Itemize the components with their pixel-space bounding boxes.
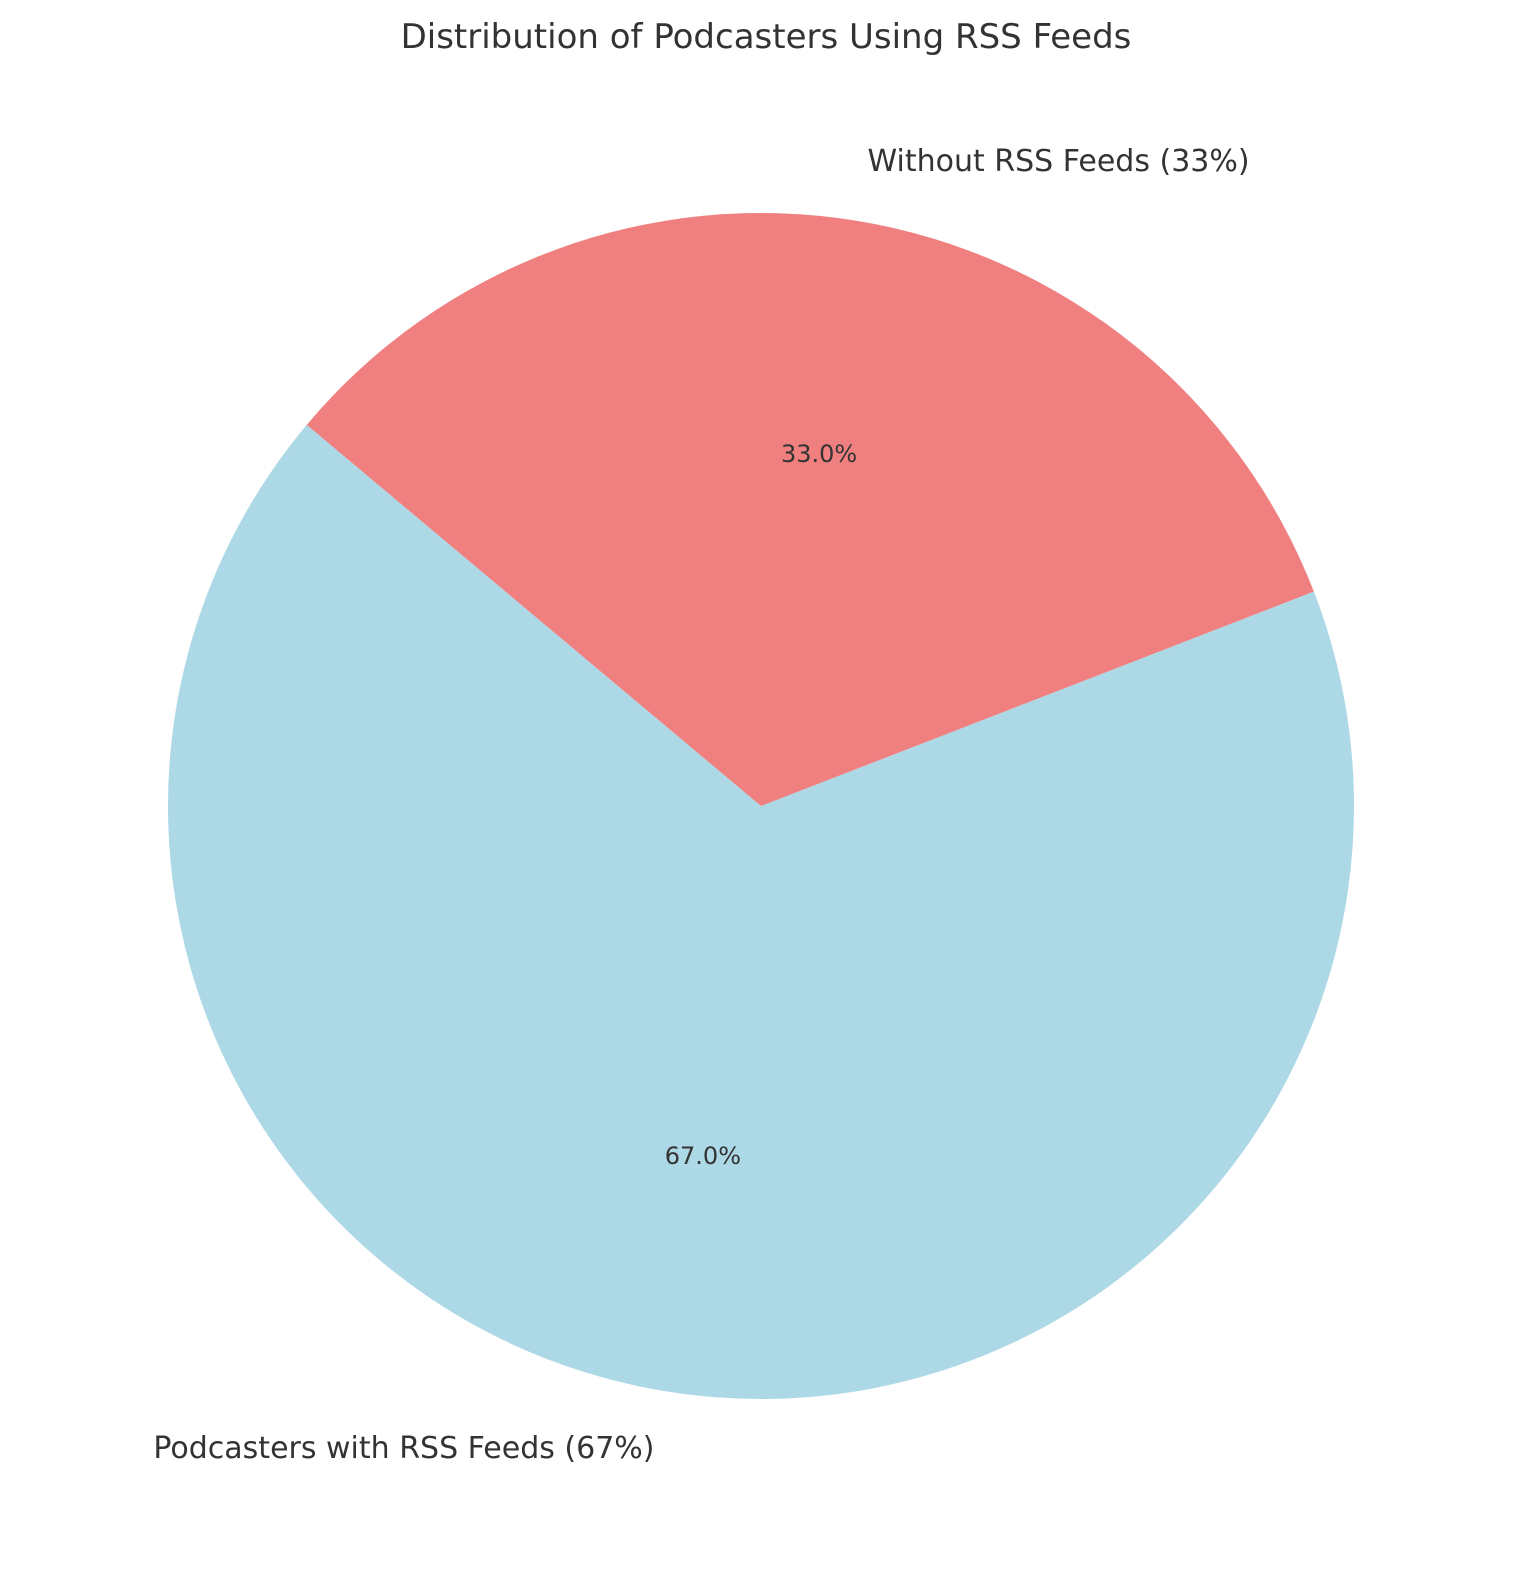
pct-label-0: 67.0% [665, 1142, 741, 1170]
chart-title: Distribution of Podcasters Using RSS Fee… [401, 17, 1132, 57]
pie-slice-1 [306, 213, 1314, 806]
pct-label-1: 33.0% [781, 440, 857, 468]
pie-slice-0 [168, 424, 1355, 1400]
pie-labels: Podcasters with RSS Feeds (67%) 67.0% With… [153, 144, 1249, 1466]
slice-label-0: Podcasters with RSS Feeds (67%) [153, 1431, 654, 1466]
slice-label-1: Without RSS Feeds (33%) [868, 144, 1250, 179]
pie-slices [168, 213, 1355, 1400]
